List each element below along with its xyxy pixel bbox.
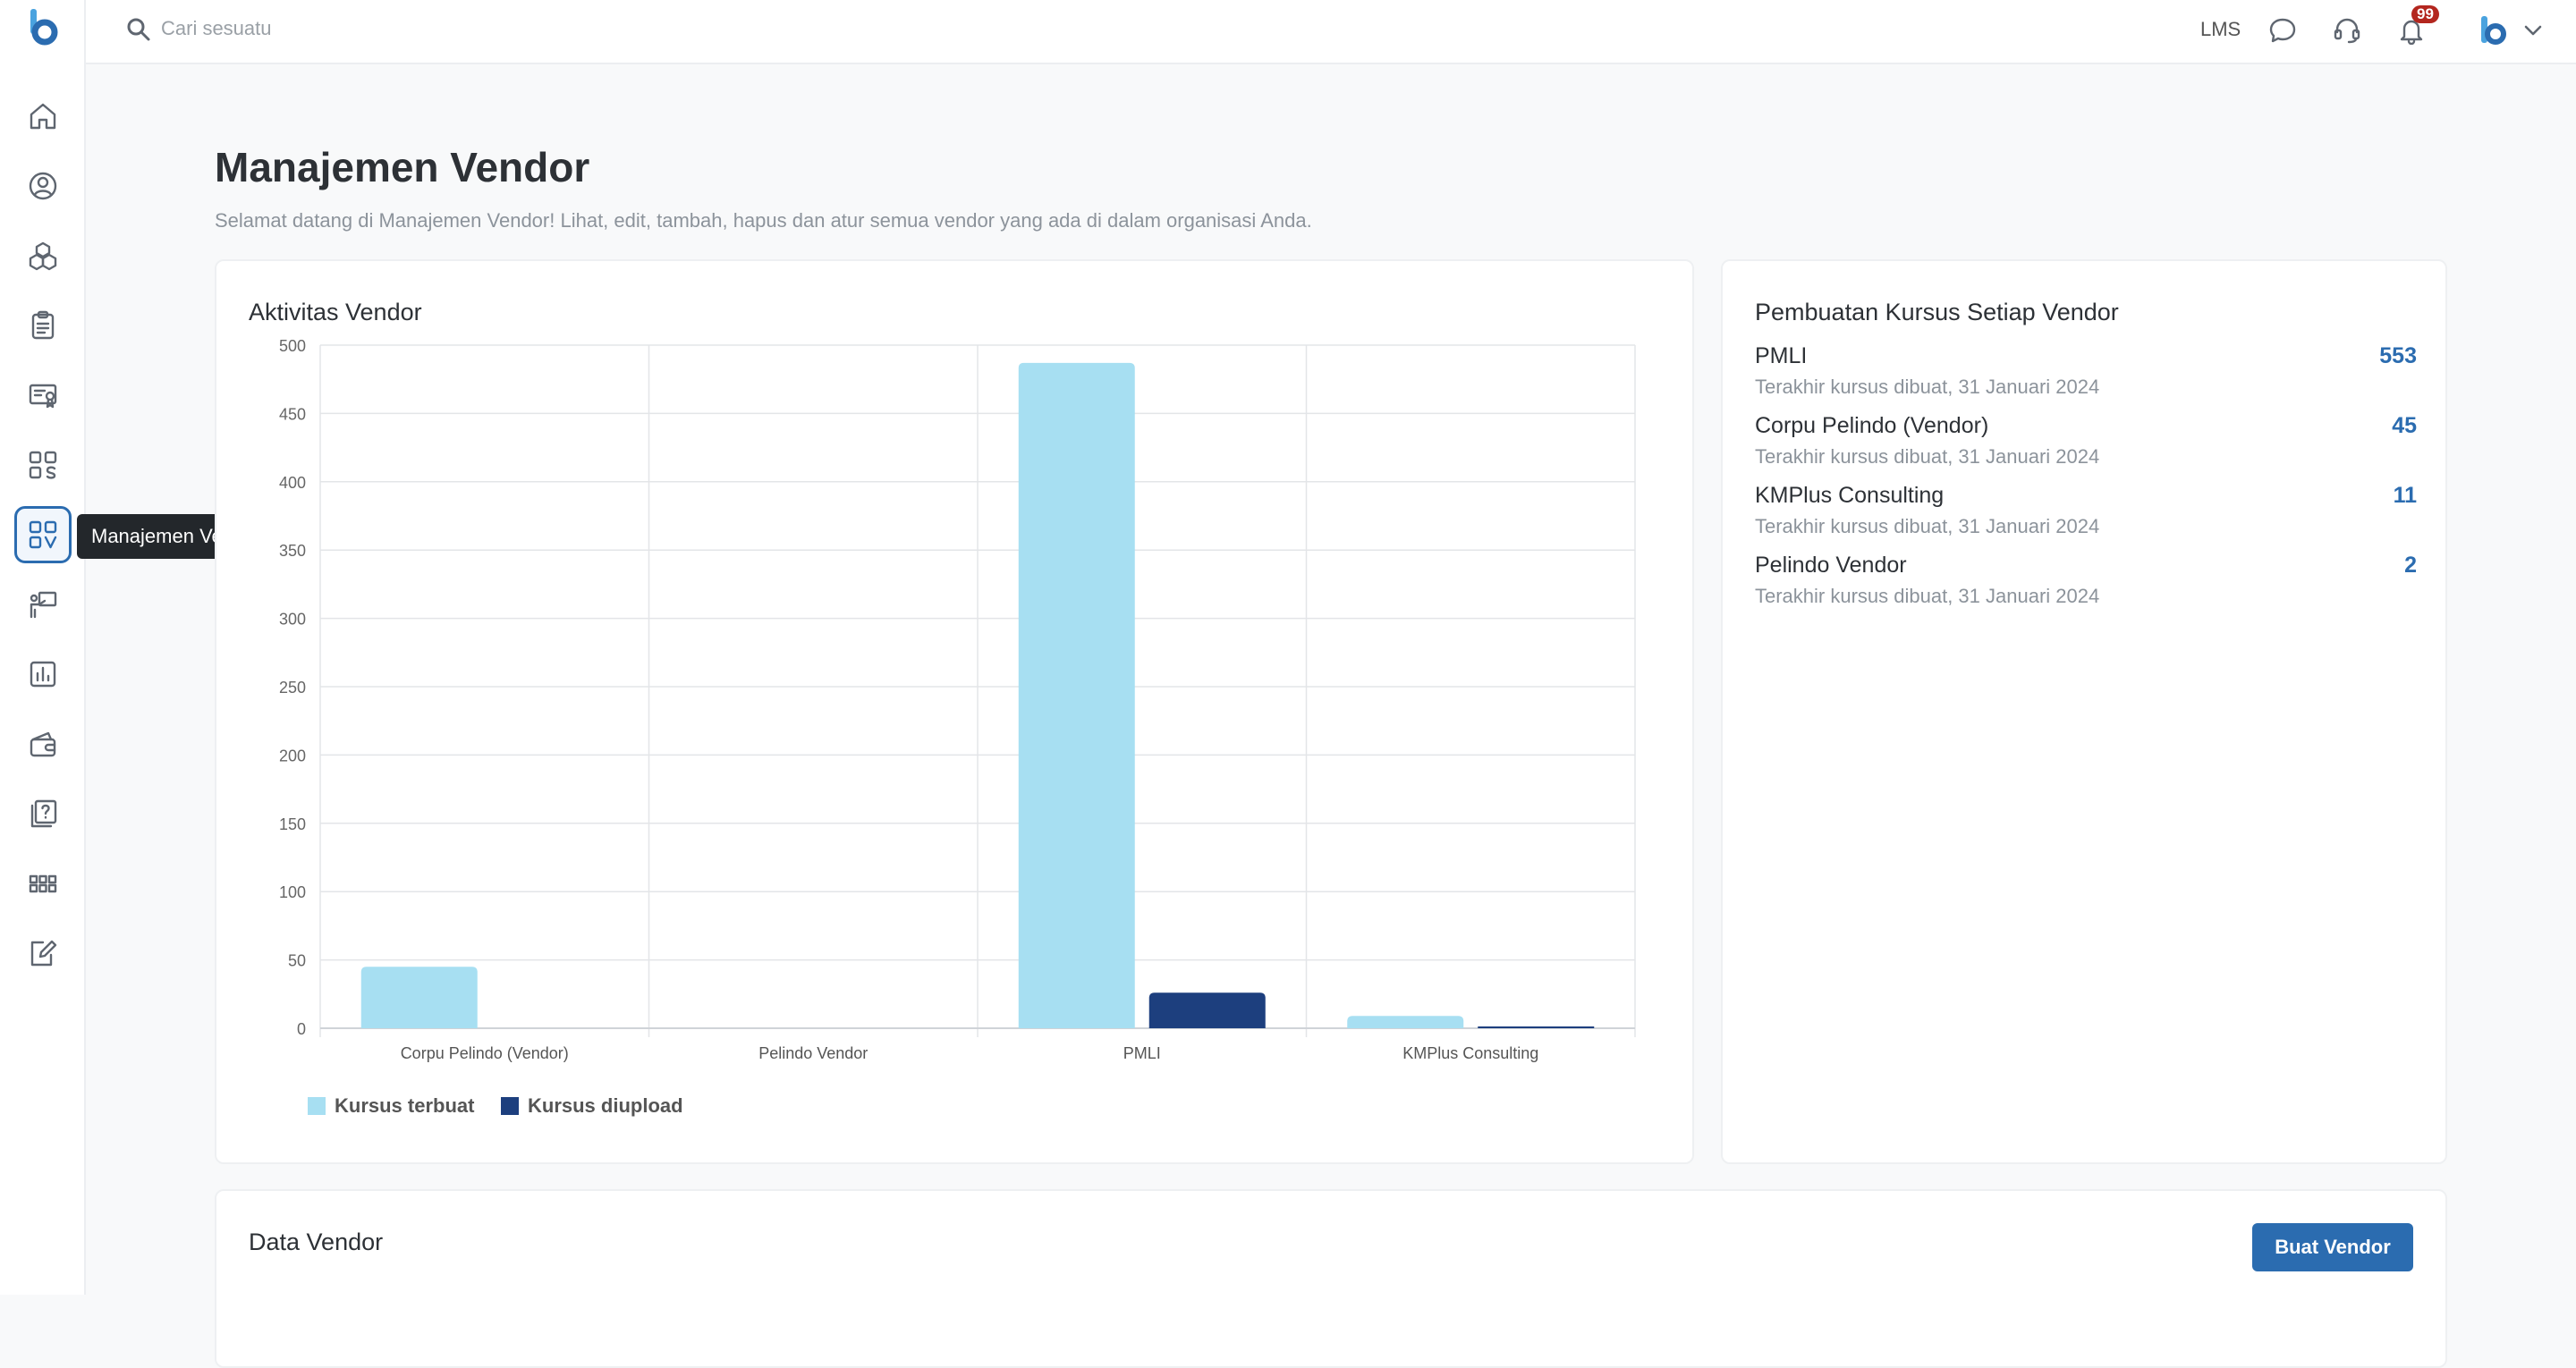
support-button[interactable] bbox=[2329, 13, 2365, 48]
legend-label: Kursus terbuat bbox=[335, 1094, 475, 1117]
sidebar-item-manajemen-vendor[interactable] bbox=[14, 506, 72, 563]
bar bbox=[1478, 1026, 1595, 1028]
page-subtitle: Selamat datang di Manajemen Vendor! Liha… bbox=[215, 209, 1312, 232]
wallet-icon bbox=[30, 731, 56, 757]
list-item[interactable]: KMPlus Consulting Terakhir kursus dibuat… bbox=[1755, 483, 2417, 545]
search-input[interactable] bbox=[161, 13, 698, 45]
sidebar-item-apps[interactable] bbox=[14, 855, 72, 912]
vendor-data-card: Data Vendor Buat Vendor bbox=[215, 1189, 2447, 1368]
app-logo[interactable] bbox=[25, 7, 61, 46]
sidebar-item-home[interactable] bbox=[14, 88, 72, 145]
sidebar bbox=[0, 0, 86, 1295]
bar bbox=[1148, 992, 1266, 1028]
page-title: Manajemen Vendor bbox=[215, 144, 590, 190]
y-tick-label: 250 bbox=[279, 679, 306, 697]
sidebar-item-tasks[interactable] bbox=[14, 297, 72, 354]
vendor-last-course: Terakhir kursus dibuat, 31 Januari 2024 bbox=[1755, 376, 2100, 398]
vendor-data-title: Data Vendor bbox=[249, 1229, 384, 1255]
sidebar-item-grid-s[interactable] bbox=[14, 436, 72, 494]
y-tick-label: 300 bbox=[279, 611, 306, 629]
notification-badge: 99 bbox=[2411, 5, 2439, 23]
legend-swatch bbox=[501, 1097, 519, 1115]
legend-swatch bbox=[308, 1097, 326, 1115]
vendor-activity-card: Aktivitas Vendor 0 50 100 150 200 250 300 350 40… bbox=[215, 259, 1694, 1164]
top-bar: LMS 99 bbox=[86, 0, 2576, 64]
sidebar-item-edit[interactable] bbox=[14, 925, 72, 982]
vendor-course-count: 2 bbox=[2404, 553, 2417, 578]
profile-menu-toggle[interactable] bbox=[2521, 18, 2546, 43]
boxes-icon bbox=[29, 241, 57, 271]
y-tick-label: 100 bbox=[279, 883, 306, 901]
chat-button[interactable] bbox=[2265, 13, 2301, 48]
presenter-icon bbox=[30, 591, 57, 619]
certificate-icon bbox=[29, 384, 57, 409]
y-tick-label: 450 bbox=[279, 405, 306, 423]
avatar[interactable] bbox=[2478, 13, 2510, 48]
y-tick-label: 200 bbox=[279, 747, 306, 764]
y-tick-label: 400 bbox=[279, 474, 306, 492]
list-item[interactable]: Corpu Pelindo (Vendor) Terakhir kursus d… bbox=[1755, 413, 2417, 476]
bell-icon bbox=[2400, 20, 2423, 45]
chevron-down-icon bbox=[2524, 25, 2542, 36]
legend-label: Kursus diupload bbox=[528, 1094, 683, 1117]
legend-item-kursus-terbuat[interactable]: Kursus terbuat bbox=[308, 1094, 474, 1118]
vendor-last-course: Terakhir kursus dibuat, 31 Januari 2024 bbox=[1755, 585, 2100, 607]
notifications-button[interactable] bbox=[2394, 13, 2429, 48]
legend-item-kursus-diupload[interactable]: Kursus diupload bbox=[501, 1094, 683, 1118]
y-tick-label: 150 bbox=[279, 815, 306, 833]
clipboard-icon bbox=[31, 310, 55, 340]
course-creation-card: Pembuatan Kursus Setiap Vendor PMLI Tera… bbox=[1721, 259, 2447, 1164]
list-item[interactable]: Pelindo Vendor Terakhir kursus dibuat, 3… bbox=[1755, 553, 2417, 615]
y-tick-label: 50 bbox=[288, 952, 306, 970]
vendor-name: Pelindo Vendor bbox=[1755, 553, 1907, 578]
vendor-last-course: Terakhir kursus dibuat, 31 Januari 2024 bbox=[1755, 515, 2100, 537]
y-tick-label: 350 bbox=[279, 542, 306, 560]
vendor-course-count: 553 bbox=[2379, 343, 2417, 368]
sidebar-item-profile[interactable] bbox=[14, 157, 72, 215]
course-creation-title: Pembuatan Kursus Setiap Vendor bbox=[1755, 299, 2119, 325]
y-tick-label: 0 bbox=[297, 1020, 306, 1038]
edit-note-icon bbox=[30, 940, 57, 967]
create-vendor-button[interactable]: Buat Vendor bbox=[2252, 1223, 2413, 1271]
vendor-activity-chart: 0 50 100 150 200 250 300 350 400 450 500 Corpu Peli… bbox=[279, 337, 1636, 1062]
vendor-last-course: Terakhir kursus dibuat, 31 Januari 2024 bbox=[1755, 445, 2100, 468]
sidebar-item-reports[interactable] bbox=[14, 646, 72, 703]
list-item[interactable]: PMLI Terakhir kursus dibuat, 31 Januari … bbox=[1755, 343, 2417, 406]
headset-icon bbox=[2334, 18, 2360, 44]
vendor-course-count: 11 bbox=[2393, 483, 2417, 508]
lms-link[interactable]: LMS bbox=[2200, 18, 2241, 40]
bar bbox=[360, 967, 478, 1028]
x-tick-label: PMLI bbox=[1123, 1044, 1161, 1062]
x-tick-label: Pelindo Vendor bbox=[758, 1044, 868, 1062]
search-icon bbox=[127, 18, 150, 41]
sidebar-item-training[interactable] bbox=[14, 576, 72, 633]
bar bbox=[1347, 1016, 1464, 1028]
sidebar-item-certificates[interactable] bbox=[14, 367, 72, 424]
bar-chart-icon bbox=[30, 661, 56, 688]
vendor-course-count: 45 bbox=[2392, 413, 2417, 438]
user-circle-icon bbox=[29, 172, 57, 200]
grid-v-icon bbox=[29, 520, 57, 549]
sidebar-item-packages[interactable] bbox=[14, 227, 72, 284]
apps-icon bbox=[29, 874, 57, 893]
chat-bubble-icon bbox=[2269, 18, 2296, 43]
vendor-name: KMPlus Consulting bbox=[1755, 483, 1945, 508]
question-book-icon bbox=[30, 799, 57, 828]
vendor-activity-title: Aktivitas Vendor bbox=[249, 299, 422, 325]
x-tick-label: Corpu Pelindo (Vendor) bbox=[401, 1044, 569, 1062]
y-tick-label: 500 bbox=[279, 337, 306, 355]
x-tick-label: KMPlus Consulting bbox=[1402, 1044, 1538, 1062]
sidebar-item-wallet[interactable] bbox=[14, 715, 72, 773]
home-icon bbox=[30, 103, 56, 130]
vendor-name: PMLI bbox=[1755, 343, 1808, 368]
grid-s-icon bbox=[29, 451, 57, 479]
sidebar-item-quiz[interactable] bbox=[14, 785, 72, 842]
vendor-name: Corpu Pelindo (Vendor) bbox=[1755, 413, 1989, 438]
bar bbox=[1018, 362, 1135, 1028]
